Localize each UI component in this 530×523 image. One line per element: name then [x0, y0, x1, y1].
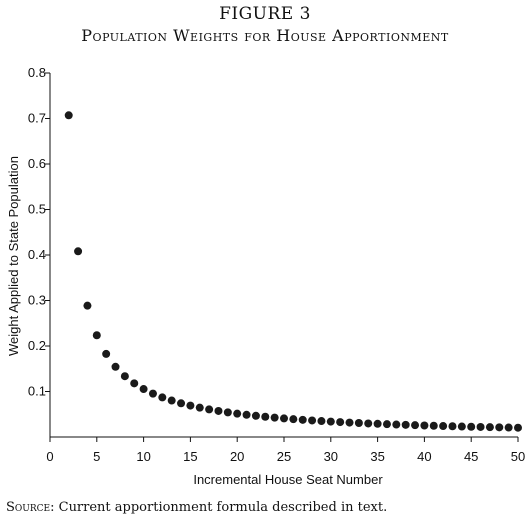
data-point [186, 401, 195, 410]
data-point [102, 349, 111, 358]
figure-label: FIGURE 3 [219, 4, 311, 24]
x-tick-label: 50 [511, 449, 525, 464]
chart-axes [49, 73, 518, 438]
data-point [345, 418, 354, 427]
data-point [139, 385, 148, 394]
data-point [308, 416, 317, 425]
source-text: Current apportionment formula described … [54, 500, 388, 515]
data-point [289, 415, 298, 424]
y-tick-label: 0.1 [28, 384, 46, 399]
x-tick-label: 35 [370, 449, 384, 464]
x-tick-label: 15 [183, 449, 197, 464]
data-point [420, 421, 429, 430]
data-point [476, 422, 485, 431]
x-axis-label: Incremental House Seat Number [193, 472, 383, 487]
data-point [382, 420, 391, 429]
data-point [251, 411, 260, 420]
data-point [83, 301, 92, 310]
data-point [448, 422, 457, 431]
data-point [205, 405, 214, 414]
data-point [485, 423, 494, 432]
x-tick-label: 5 [93, 449, 100, 464]
data-point [270, 413, 279, 422]
x-tick-label: 30 [324, 449, 338, 464]
data-point [439, 422, 448, 431]
data-point [429, 421, 438, 430]
data-point [223, 408, 232, 417]
chart-ticks: 0 5 10 15 20 25 30 35 40 45 50 0.1 0.2 0.3 0.4 0.5 0.6 0.… [28, 65, 525, 464]
data-point [411, 421, 420, 430]
data-point [214, 406, 223, 415]
data-point [317, 417, 326, 426]
data-point [495, 423, 504, 432]
data-point [130, 379, 139, 388]
x-tick-label: 40 [417, 449, 431, 464]
data-point [74, 247, 83, 256]
x-tick-label: 0 [46, 449, 53, 464]
data-point [326, 417, 335, 426]
x-tick-label: 45 [464, 449, 478, 464]
data-point [261, 412, 270, 421]
y-tick-label: 0.3 [28, 293, 46, 308]
data-point [504, 423, 513, 432]
data-point [111, 362, 120, 371]
x-tick-label: 25 [277, 449, 291, 464]
data-point [336, 418, 345, 427]
data-point [195, 403, 204, 412]
y-axis-label: Weight Applied to State Population [6, 156, 21, 356]
data-point [514, 423, 522, 432]
figure-title: Population Weights for House Apportionme… [81, 26, 449, 45]
y-tick-label: 0.4 [28, 247, 46, 262]
data-point [92, 331, 101, 340]
data-point [167, 396, 176, 405]
x-tick-label: 20 [230, 449, 244, 464]
source-note: Source: Current apportionment formula de… [6, 500, 387, 515]
data-point [364, 419, 373, 428]
data-point [148, 389, 157, 398]
data-point [401, 420, 410, 429]
source-lead: Source: [6, 500, 55, 515]
scatter-chart: 0 5 10 15 20 25 30 35 40 45 50 0.1 0.2 0.3 0.4 0.5 0.6 0.… [6, 65, 525, 487]
data-point [298, 415, 307, 424]
chart-points [64, 111, 522, 432]
data-point [120, 372, 129, 381]
y-tick-label: 0.8 [28, 65, 46, 80]
x-tick-label: 10 [136, 449, 150, 464]
y-tick-label: 0.5 [28, 202, 46, 217]
y-tick-label: 0.7 [28, 111, 46, 126]
data-point [158, 393, 167, 402]
data-point [64, 111, 73, 120]
data-point [354, 418, 363, 427]
data-point [233, 409, 242, 418]
data-point [242, 410, 251, 419]
data-point [280, 414, 288, 423]
y-tick-label: 0.2 [28, 338, 46, 353]
y-tick-label: 0.6 [28, 156, 46, 171]
data-point [457, 422, 466, 431]
data-point [392, 420, 401, 429]
data-point [467, 422, 476, 431]
data-point [373, 419, 382, 428]
data-point [177, 399, 186, 408]
